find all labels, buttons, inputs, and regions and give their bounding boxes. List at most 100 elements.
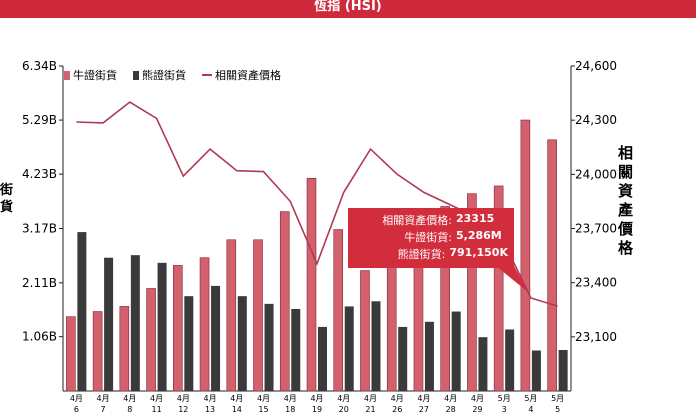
x-tick-day: 7 — [101, 405, 106, 414]
x-tick-day: 19 — [312, 405, 322, 414]
tooltip-price-label: 相關資產價格: — [382, 214, 452, 227]
x-tick-month: 4月 — [123, 394, 136, 403]
bull-bar — [226, 239, 237, 392]
x-tick-day: 14 — [232, 405, 242, 414]
x-tick-day: 29 — [472, 405, 482, 414]
x-tick-month: 5月 — [524, 394, 537, 403]
x-tick-day: 15 — [258, 405, 268, 414]
right-tick-label: 23,700 — [575, 222, 617, 236]
bear-bar — [424, 321, 434, 391]
legend-bull-swatch — [64, 70, 70, 80]
right-tick-label: 23,100 — [575, 330, 617, 344]
x-tick-day: 20 — [339, 405, 349, 414]
bull-bar — [146, 288, 156, 392]
x-tick-day: 26 — [392, 405, 402, 414]
tooltip-bull-label: 牛證街貨: — [404, 231, 452, 244]
bull-bar — [119, 306, 130, 392]
x-tick-month: 4月 — [471, 394, 484, 403]
x-tick-month: 4月 — [150, 394, 163, 403]
page-title: 恆指 (HSI) — [314, 0, 382, 14]
price-series — [76, 101, 558, 307]
bear-bar — [344, 306, 354, 391]
tooltip-bull-value: 5,286M — [456, 229, 502, 242]
legend: 牛證街貨 熊證街貨 相關資產價格 — [64, 67, 281, 83]
x-tick-month: 4月 — [364, 394, 377, 403]
bull-bar — [173, 265, 183, 392]
x-tick-month: 5月 — [551, 394, 564, 403]
data-tooltip: 相關資產價格: 23315 牛證街貨: 5,286M 熊證街貨: 791,150… — [348, 208, 514, 268]
bull-bar — [306, 177, 317, 392]
left-tick-label: 1.06B — [22, 330, 57, 344]
x-tick-labels: 4月 6 4月 7 4月 8 4月 11 4月 12 4月 13 4月 14 4月 15 4月 18 4月 19 4月 2… — [70, 394, 564, 414]
right-ticks: 24,600 24,300 24,000 23,700 23,400 23,100 — [571, 59, 617, 344]
bull-bar — [66, 316, 76, 392]
x-tick-month: 4月 — [230, 394, 243, 403]
title-bar: 恆指 (HSI) — [0, 0, 696, 18]
x-tick-month: 4月 — [177, 394, 190, 403]
left-ticks: 6.34B 5.29B 4.23B 3.17B 2.11B 1.06B — [22, 59, 63, 344]
bull-bar — [520, 119, 531, 392]
bear-bar — [451, 311, 461, 391]
x-tick-day: 11 — [151, 405, 161, 414]
bull-bar — [199, 257, 210, 392]
bull-bar — [253, 239, 263, 392]
tooltip-bear-label: 熊證街貨: — [397, 248, 446, 261]
bear-bar — [157, 262, 167, 391]
bear-bar — [371, 301, 381, 391]
x-tick-day: 12 — [178, 405, 188, 414]
x-tick-month: 4月 — [310, 394, 323, 403]
right-axis-title: 相關資產價格 — [618, 144, 634, 257]
x-tick-month: 4月 — [97, 394, 110, 403]
x-tick-month: 5月 — [498, 394, 511, 403]
tooltip-bear-row: 熊證街貨: 791,150K — [348, 246, 508, 262]
x-tick-month: 4月 — [444, 394, 457, 403]
bear-bar — [398, 326, 408, 391]
x-tick-day: 4 — [528, 405, 533, 414]
tooltip-price-value: 23315 — [456, 212, 495, 225]
x-tick-day: 5 — [555, 405, 560, 414]
x-tick-month: 4月 — [417, 394, 430, 403]
bar-series — [66, 119, 568, 392]
left-tick-label: 4.23B — [22, 167, 57, 181]
bear-bar — [104, 257, 114, 391]
price-line — [76, 101, 558, 307]
x-tick-day: 28 — [446, 405, 456, 414]
legend-bear[interactable]: 熊證街貨 — [133, 67, 186, 83]
bear-bar — [318, 326, 327, 391]
x-tick-day: 13 — [205, 405, 215, 414]
x-tick-day: 6 — [74, 405, 79, 414]
legend-bull-label: 牛證街貨 — [73, 69, 117, 82]
left-tick-label: 6.34B — [22, 59, 57, 73]
tooltip-price-row: 相關資產價格: 23315 — [348, 212, 508, 228]
right-tick-label: 24,300 — [575, 113, 617, 127]
x-tick-day: 27 — [419, 405, 429, 414]
tooltip-pointer — [496, 266, 528, 293]
x-tick-day: 18 — [285, 405, 295, 414]
right-tick-label: 24,600 — [575, 59, 617, 73]
bear-bar — [237, 296, 247, 391]
left-tick-label: 5.29B — [22, 113, 57, 127]
tooltip-bull-row: 牛證街貨: 5,286M — [348, 229, 508, 245]
right-tick-label: 24,000 — [575, 167, 617, 181]
bear-bar — [291, 308, 301, 391]
bear-bar — [211, 285, 221, 391]
x-tick-month: 4月 — [337, 394, 350, 403]
bear-bar — [505, 329, 515, 391]
bull-bar — [547, 139, 557, 392]
legend-bear-swatch — [133, 70, 139, 80]
x-tick-day: 21 — [365, 405, 375, 414]
left-tick-label: 2.11B — [22, 276, 57, 290]
legend-bull[interactable]: 牛證街貨 — [64, 67, 117, 83]
bear-bar — [558, 349, 568, 391]
left-axis-title: 街貨 — [0, 183, 14, 215]
legend-price[interactable]: 相關資產價格 — [202, 67, 281, 83]
x-tick-month: 4月 — [204, 394, 217, 403]
bull-bar — [92, 311, 103, 392]
bear-bar — [531, 350, 541, 391]
left-tick-label: 3.17B — [22, 222, 57, 236]
legend-price-swatch — [202, 74, 212, 76]
bear-bar — [77, 232, 87, 391]
bull-bar — [279, 211, 290, 392]
